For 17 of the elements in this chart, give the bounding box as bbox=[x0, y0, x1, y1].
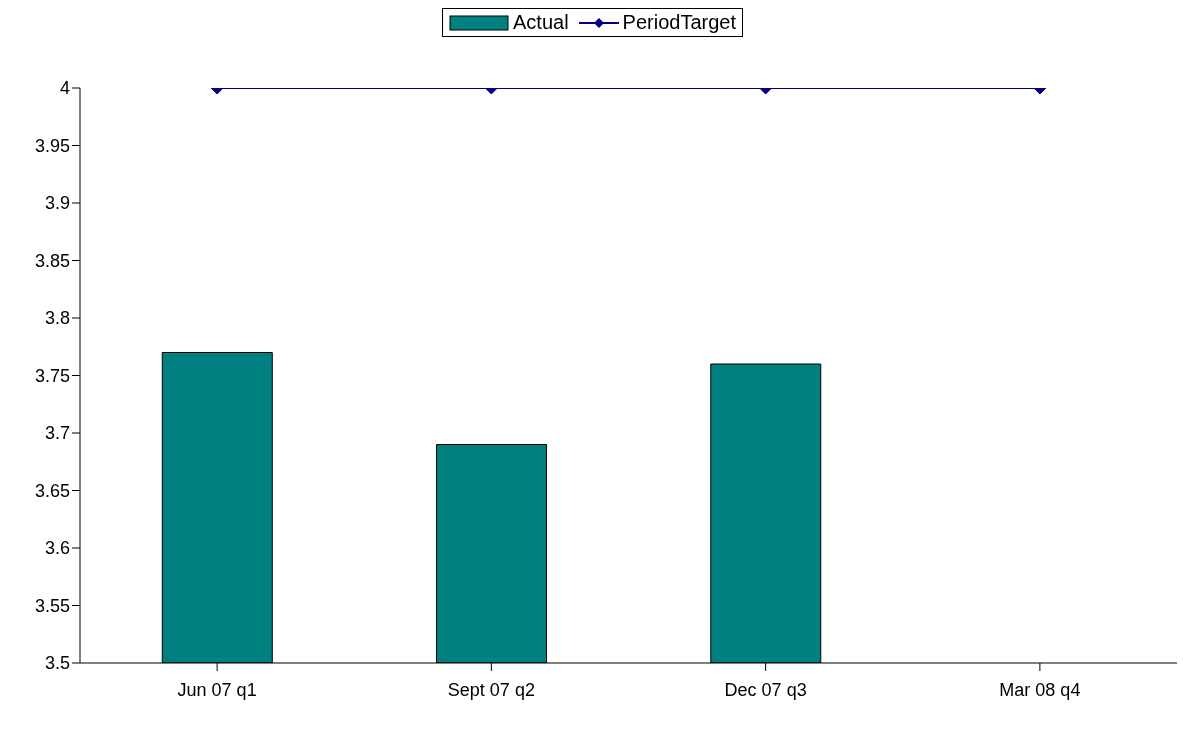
legend-label: Actual bbox=[513, 11, 569, 34]
legend-label: PeriodTarget bbox=[622, 11, 736, 34]
y-tick-label: 4 bbox=[59, 78, 70, 99]
y-tick-label: 3.6 bbox=[44, 538, 70, 559]
y-tick-label: 3.95 bbox=[34, 135, 70, 156]
y-tick-label: 3.5 bbox=[44, 653, 70, 674]
y-tick-label: 3.75 bbox=[34, 365, 70, 386]
y-tick-label: 3.85 bbox=[34, 250, 70, 271]
y-tick-label: 3.65 bbox=[34, 480, 70, 501]
y-tick-label: 3.55 bbox=[34, 595, 70, 616]
y-tick-label: 3.8 bbox=[44, 308, 70, 329]
x-tick-label: Dec 07 q3 bbox=[724, 679, 807, 700]
x-tick-label: Jun 07 q1 bbox=[177, 679, 257, 700]
y-tick-label: 3.7 bbox=[44, 423, 70, 444]
y-tick-label: 3.9 bbox=[44, 193, 70, 214]
x-tick-label: Mar 08 q4 bbox=[999, 679, 1081, 700]
x-tick-label: Sept 07 q2 bbox=[447, 679, 535, 700]
